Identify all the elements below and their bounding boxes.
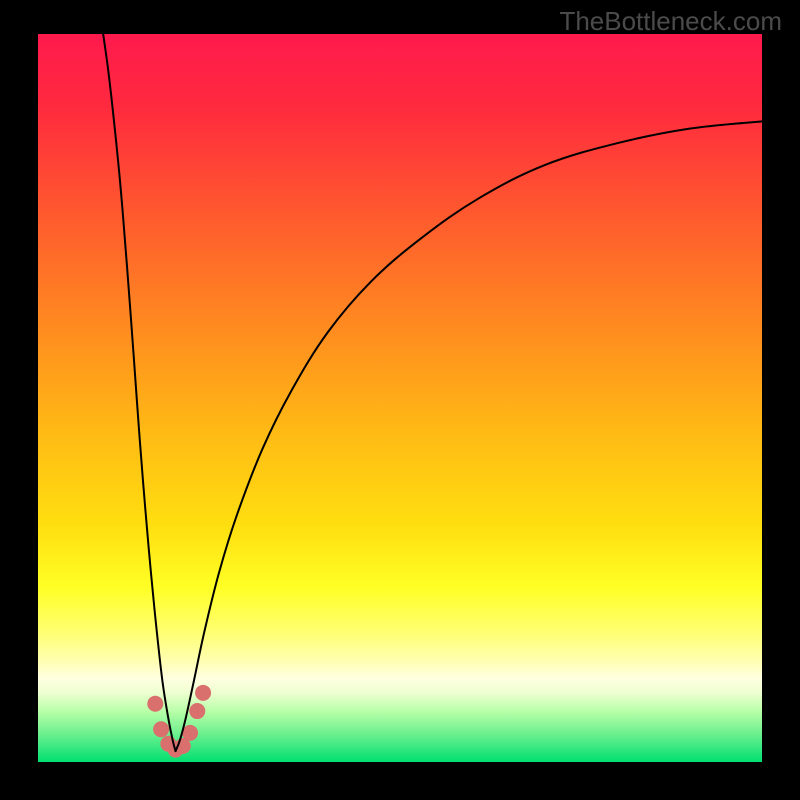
figure-root: TheBottleneck.com <box>0 0 800 800</box>
gradient-background <box>38 34 762 762</box>
plot-area <box>38 34 762 762</box>
scatter-point <box>153 721 169 737</box>
scatter-point <box>195 685 211 701</box>
watermark-text: TheBottleneck.com <box>559 6 782 37</box>
scatter-point <box>147 696 163 712</box>
chart-svg <box>38 34 762 762</box>
scatter-point <box>189 703 205 719</box>
